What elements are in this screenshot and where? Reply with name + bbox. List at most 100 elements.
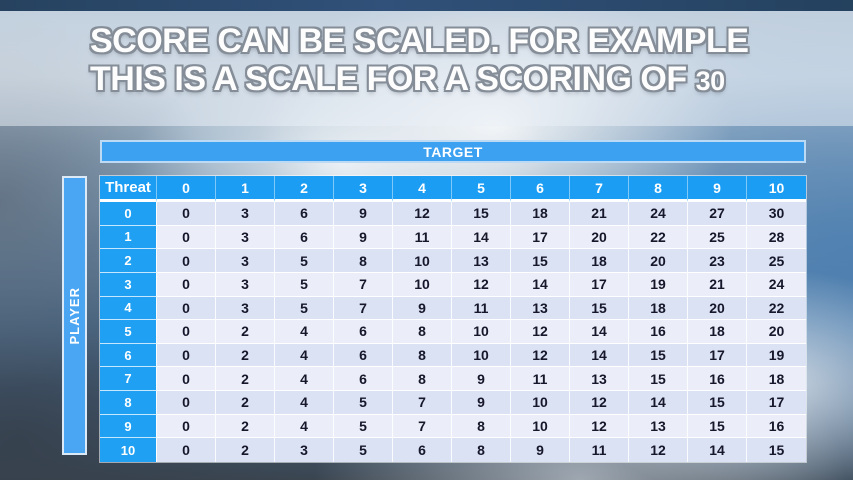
score-cell-r3-c8: 19 <box>629 272 688 297</box>
column-header-9: 9 <box>688 176 747 202</box>
column-header-7: 7 <box>570 176 629 202</box>
score-cell-r7-c8: 15 <box>629 367 688 392</box>
score-cell-r4-c4: 9 <box>393 296 452 321</box>
row-label-5: 5 <box>100 320 157 344</box>
score-cell-r1-c0: 0 <box>157 225 216 250</box>
score-cell-r9-c0: 0 <box>157 414 216 439</box>
score-cell-r6-c1: 2 <box>216 343 275 368</box>
score-cell-r6-c6: 12 <box>511 343 570 368</box>
column-header-6: 6 <box>511 176 570 202</box>
column-header-10: 10 <box>747 176 806 202</box>
column-header-4: 4 <box>393 176 452 202</box>
score-cell-r4-c2: 5 <box>275 296 334 321</box>
score-cell-r4-c5: 11 <box>452 296 511 321</box>
score-cell-r10-c10: 15 <box>747 438 806 462</box>
score-cell-r3-c2: 5 <box>275 272 334 297</box>
score-cell-r7-c4: 8 <box>393 367 452 392</box>
score-cell-r10-c9: 14 <box>688 438 747 462</box>
score-cell-r5-c3: 6 <box>334 320 393 344</box>
slide-title: SCORE CAN BE SCALED. FOR EXAMPLE THIS IS… <box>90 22 749 100</box>
score-cell-r8-c3: 5 <box>334 391 393 415</box>
score-cell-r0-c7: 21 <box>570 202 629 226</box>
score-cell-r9-c5: 8 <box>452 414 511 439</box>
score-cell-r4-c1: 3 <box>216 296 275 321</box>
score-cell-r0-c1: 3 <box>216 202 275 226</box>
score-cell-r10-c6: 9 <box>511 438 570 462</box>
target-axis-header: TARGET <box>100 140 806 163</box>
score-cell-r9-c4: 7 <box>393 414 452 439</box>
score-cell-r0-c9: 27 <box>688 202 747 226</box>
row-label-7: 7 <box>100 367 157 392</box>
score-cell-r5-c6: 12 <box>511 320 570 344</box>
score-cell-r1-c1: 3 <box>216 225 275 250</box>
score-cell-r10-c5: 8 <box>452 438 511 462</box>
score-cell-r2-c10: 25 <box>747 249 806 273</box>
score-cell-r8-c4: 7 <box>393 391 452 415</box>
score-cell-r2-c4: 10 <box>393 249 452 273</box>
score-cell-r1-c6: 17 <box>511 225 570 250</box>
score-cell-r10-c2: 3 <box>275 438 334 462</box>
score-cell-r6-c0: 0 <box>157 343 216 368</box>
title-line-2-text: THIS IS A SCALE FOR A SCORING OF <box>90 60 687 98</box>
score-cell-r1-c3: 9 <box>334 225 393 250</box>
score-cell-r1-c4: 11 <box>393 225 452 250</box>
title-line-2-number: 30 <box>695 66 726 96</box>
score-cell-r5-c10: 20 <box>747 320 806 344</box>
score-cell-r0-c2: 6 <box>275 202 334 226</box>
score-cell-r10-c1: 2 <box>216 438 275 462</box>
score-cell-r3-c5: 12 <box>452 272 511 297</box>
score-cell-r10-c7: 11 <box>570 438 629 462</box>
score-cell-r2-c6: 15 <box>511 249 570 273</box>
column-header-0: 0 <box>157 176 216 202</box>
score-cell-r3-c7: 17 <box>570 272 629 297</box>
row-label-0: 0 <box>100 202 157 226</box>
score-cell-r8-c1: 2 <box>216 391 275 415</box>
score-cell-r2-c5: 13 <box>452 249 511 273</box>
score-cell-r8-c5: 9 <box>452 391 511 415</box>
score-cell-r6-c9: 17 <box>688 343 747 368</box>
column-header-1: 1 <box>216 176 275 202</box>
score-cell-r0-c4: 12 <box>393 202 452 226</box>
score-cell-r3-c4: 10 <box>393 272 452 297</box>
score-cell-r1-c10: 28 <box>747 225 806 250</box>
score-cell-r3-c3: 7 <box>334 272 393 297</box>
column-header-3: 3 <box>334 176 393 202</box>
score-cell-r9-c2: 4 <box>275 414 334 439</box>
score-cell-r5-c8: 16 <box>629 320 688 344</box>
score-cell-r2-c2: 5 <box>275 249 334 273</box>
row-label-8: 8 <box>100 391 157 415</box>
title-line-1: SCORE CAN BE SCALED. FOR EXAMPLE <box>90 22 749 60</box>
score-cell-r4-c3: 7 <box>334 296 393 321</box>
score-cell-r6-c5: 10 <box>452 343 511 368</box>
score-cell-r7-c2: 4 <box>275 367 334 392</box>
score-cell-r8-c8: 14 <box>629 391 688 415</box>
row-label-4: 4 <box>100 296 157 321</box>
score-cell-r5-c0: 0 <box>157 320 216 344</box>
score-cell-r0-c6: 18 <box>511 202 570 226</box>
score-cell-r2-c8: 20 <box>629 249 688 273</box>
score-cell-r2-c1: 3 <box>216 249 275 273</box>
score-cell-r3-c0: 0 <box>157 272 216 297</box>
score-cell-r1-c2: 6 <box>275 225 334 250</box>
score-cell-r7-c7: 13 <box>570 367 629 392</box>
score-cell-r0-c3: 9 <box>334 202 393 226</box>
score-cell-r1-c8: 22 <box>629 225 688 250</box>
row-label-1: 1 <box>100 225 157 250</box>
sky-top-strip <box>0 0 853 11</box>
score-cell-r9-c9: 15 <box>688 414 747 439</box>
score-cell-r10-c0: 0 <box>157 438 216 462</box>
score-cell-r9-c7: 12 <box>570 414 629 439</box>
score-cell-r7-c10: 18 <box>747 367 806 392</box>
score-cell-r6-c2: 4 <box>275 343 334 368</box>
score-cell-r6-c3: 6 <box>334 343 393 368</box>
row-label-2: 2 <box>100 249 157 273</box>
row-label-6: 6 <box>100 343 157 368</box>
score-cell-r0-c10: 30 <box>747 202 806 226</box>
score-cell-r3-c6: 14 <box>511 272 570 297</box>
score-cell-r9-c3: 5 <box>334 414 393 439</box>
title-band: SCORE CAN BE SCALED. FOR EXAMPLE THIS IS… <box>0 11 853 126</box>
score-cell-r6-c7: 14 <box>570 343 629 368</box>
score-cell-r5-c2: 4 <box>275 320 334 344</box>
score-cell-r10-c4: 6 <box>393 438 452 462</box>
